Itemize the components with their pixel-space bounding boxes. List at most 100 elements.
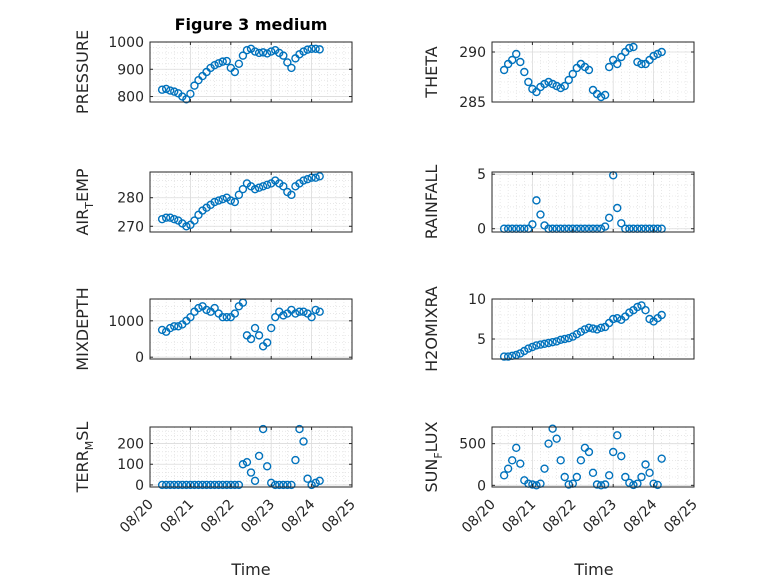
y-tick-label: 290 bbox=[459, 45, 486, 61]
data-point bbox=[254, 331, 264, 340]
data-point bbox=[516, 459, 525, 468]
data-point bbox=[182, 480, 191, 490]
data-point bbox=[254, 183, 264, 192]
data-point bbox=[499, 352, 509, 361]
y-tick-label: 280 bbox=[117, 191, 144, 207]
axes-box bbox=[491, 298, 695, 360]
data-point bbox=[633, 302, 642, 312]
data-point bbox=[222, 56, 231, 66]
y-tick-label: 500 bbox=[459, 437, 486, 453]
data-point bbox=[604, 213, 614, 223]
data-point bbox=[540, 79, 549, 89]
data-point bbox=[226, 480, 236, 490]
data-point bbox=[242, 45, 252, 55]
data-point bbox=[604, 471, 614, 480]
data-point bbox=[512, 443, 521, 453]
data-point bbox=[218, 194, 227, 204]
data-point bbox=[279, 480, 288, 490]
data-point bbox=[190, 480, 199, 490]
data-point bbox=[198, 480, 207, 490]
data-point bbox=[230, 309, 240, 318]
y-axis-label: AIRTEMP bbox=[73, 168, 96, 235]
data-point bbox=[540, 339, 549, 348]
data-point bbox=[613, 59, 622, 69]
data-point bbox=[641, 460, 650, 469]
y-axis-label: TERRMSL bbox=[73, 422, 96, 494]
data-point bbox=[303, 45, 312, 54]
data-point bbox=[291, 309, 300, 318]
data-point bbox=[596, 481, 606, 490]
data-point bbox=[528, 480, 537, 489]
data-point bbox=[161, 213, 171, 222]
data-point bbox=[600, 480, 610, 489]
subplot-sun-flux: 0 500 SUNFLUX 08/20 08/21 08/22 08/23 08/24 08/2… bbox=[422, 421, 701, 536]
data-point bbox=[299, 437, 308, 446]
data-point bbox=[254, 48, 264, 58]
x-tick-label: 08/20 bbox=[117, 497, 157, 537]
data-point bbox=[170, 322, 179, 331]
data-point bbox=[246, 468, 256, 477]
data-point bbox=[210, 197, 219, 207]
data-point bbox=[299, 47, 308, 56]
data-point bbox=[512, 49, 521, 59]
y-tick-label: 10 bbox=[468, 292, 486, 308]
data-point bbox=[287, 480, 296, 490]
subplot-rainfall: 0 5 RAINFALL bbox=[422, 165, 695, 239]
data-point bbox=[584, 323, 594, 332]
data-point bbox=[600, 90, 610, 100]
data-point bbox=[629, 42, 638, 52]
y-tick-label: 0 bbox=[477, 222, 486, 238]
data-point bbox=[165, 213, 175, 222]
data-point bbox=[258, 48, 268, 57]
data-point bbox=[657, 454, 666, 463]
data-point bbox=[580, 325, 590, 334]
data-point bbox=[556, 83, 565, 93]
data-point bbox=[238, 51, 248, 60]
data-point bbox=[194, 303, 203, 313]
data-point bbox=[653, 49, 662, 59]
data-point bbox=[499, 65, 509, 75]
data-point bbox=[544, 77, 553, 87]
axes-box bbox=[149, 298, 353, 360]
data-point bbox=[503, 464, 513, 473]
subplot-pressure: 800 900 1000 PRESSURE bbox=[73, 30, 353, 114]
data-point bbox=[592, 325, 602, 334]
y-axis-label: SUNFLUX bbox=[422, 421, 445, 492]
data-point bbox=[214, 480, 223, 490]
data-point bbox=[613, 431, 622, 440]
y-axis-label: H2OMIXRA bbox=[422, 286, 441, 372]
data-point bbox=[279, 51, 288, 60]
data-point bbox=[311, 478, 320, 488]
x-axis-label-right: Time bbox=[573, 560, 613, 579]
data-point bbox=[238, 460, 248, 469]
data-point bbox=[258, 424, 268, 434]
data-point bbox=[560, 472, 569, 482]
data-point bbox=[190, 216, 199, 225]
data-point bbox=[165, 86, 175, 95]
data-point bbox=[210, 480, 219, 490]
data-point bbox=[641, 306, 650, 315]
data-point bbox=[218, 312, 227, 322]
x-tick-label: 08/21 bbox=[499, 497, 539, 537]
plot-area bbox=[150, 172, 352, 232]
data-point bbox=[234, 190, 244, 200]
axes-box bbox=[149, 171, 353, 233]
data-point bbox=[222, 480, 231, 490]
data-point bbox=[508, 456, 517, 465]
x-tick-label: 08/22 bbox=[540, 497, 580, 537]
data-point bbox=[544, 439, 553, 448]
data-point bbox=[532, 196, 541, 205]
data-point bbox=[279, 311, 288, 320]
data-point bbox=[528, 220, 537, 229]
data-point bbox=[230, 67, 240, 77]
data-point bbox=[572, 472, 582, 482]
data-point bbox=[186, 89, 195, 99]
data-point bbox=[262, 462, 272, 471]
data-point bbox=[311, 173, 320, 182]
data-point bbox=[637, 301, 646, 310]
data-point bbox=[250, 476, 260, 485]
data-point bbox=[210, 303, 219, 313]
data-point bbox=[194, 480, 203, 490]
data-point bbox=[311, 44, 320, 54]
data-point bbox=[588, 324, 598, 333]
